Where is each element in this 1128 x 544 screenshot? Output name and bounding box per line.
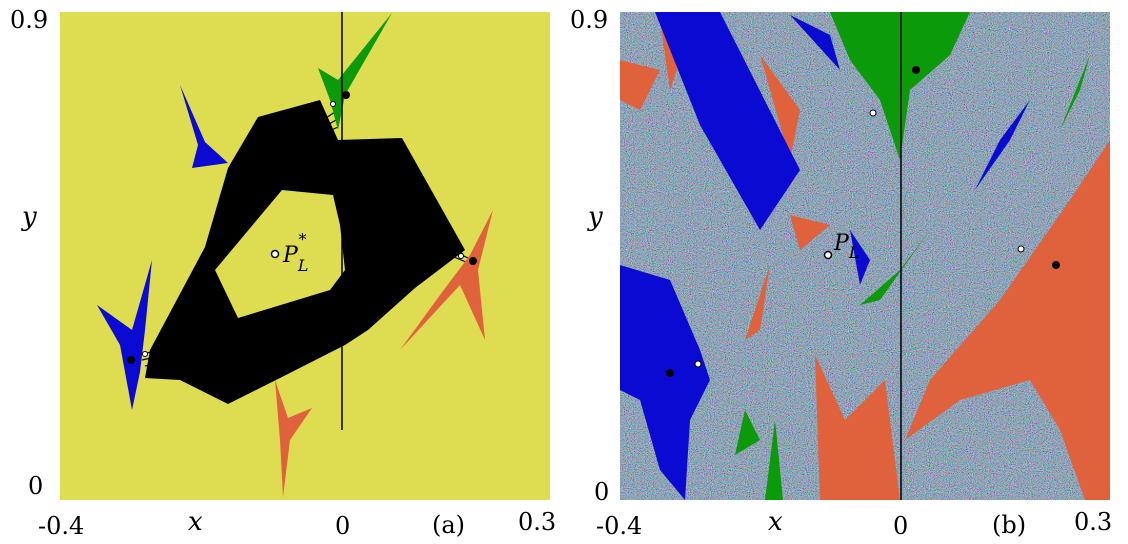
panel-b-red-region-bottom	[815, 355, 900, 500]
panel-b-blue-region-top	[655, 12, 800, 230]
panel-b-xlabel: x	[768, 507, 783, 537]
panel-a-green-spike	[318, 13, 392, 130]
panel-b-label: (b)	[992, 511, 1026, 539]
panel-a-saddle-point-2	[458, 253, 464, 259]
panel-b-saddle-point-1	[869, 109, 877, 117]
panel-a-y-tick-bottom: 0	[28, 472, 43, 500]
panel-b-fixed-point-red	[1052, 261, 1060, 269]
panel-a-fixed-point-blue	[127, 356, 135, 364]
panel-b-green-region-top	[830, 12, 970, 160]
panel-b-red-spike-2	[760, 55, 800, 160]
panel-b-saddle-point-2	[1017, 245, 1025, 253]
panel-b-point-pl	[823, 250, 833, 260]
panel-a-saddle-point-1	[330, 101, 336, 107]
panel-a-x-tick-right: 0.3	[518, 508, 556, 536]
panel-a-background	[60, 12, 550, 500]
panel-b-red-spike-3	[745, 265, 770, 340]
panel-b-blue-region-left	[620, 265, 710, 500]
panel-a-xlabel: x	[188, 507, 203, 537]
panel-b-saddle-point-3	[694, 360, 702, 368]
panel-b-fixed-point-green	[912, 66, 920, 74]
panel-a-saddle-point-3	[142, 351, 148, 357]
panel-b-red-region-topleft	[620, 60, 660, 110]
panel-b-red-spike-4	[790, 215, 830, 250]
panel-a-point-pl	[270, 249, 280, 259]
panel-a-label: (a)	[432, 511, 465, 539]
panel-a-fixed-point-red	[469, 257, 477, 265]
panel-b-point-pl-label: PL	[833, 231, 859, 262]
panel-b-y-tick-top: 0.9	[570, 6, 608, 34]
panel-a-x-tick-left: -0.4	[38, 512, 84, 540]
panel-a-blue-spike-lower	[97, 260, 152, 410]
panel-a-red-spike-bottom	[275, 380, 312, 497]
panel-b-red-region-right	[905, 140, 1110, 500]
panel-b-x-tick-left: -0.4	[596, 512, 642, 540]
panel-b-blue-spike-1	[975, 100, 1030, 190]
panel-b-blue-spike-2	[790, 15, 840, 70]
panel-b-green-spike-5	[765, 420, 783, 500]
panel-a-y-tick-top: 0.9	[10, 6, 48, 34]
panel-b-ylabel: y	[587, 202, 603, 232]
panel-b-x-tick-right: 0.3	[1074, 508, 1112, 536]
panel-b-y-tick-bottom: 0	[594, 478, 609, 506]
panel-b-fixed-point-blue	[666, 369, 674, 377]
panel-a-red-spike-right	[400, 210, 493, 350]
panel-b-x-tick-mid: 0	[893, 512, 908, 540]
panel-b-red-spike-1	[660, 20, 680, 90]
panel-b-blue-spike-3	[850, 230, 870, 285]
panel-b-green-spike-1	[1060, 55, 1090, 130]
panel-a-ylabel: y	[21, 202, 37, 232]
panel-a-blue-spike-upper	[180, 85, 228, 168]
panel-a-fixed-point-green	[342, 91, 350, 99]
panel-a: PL* 0.9 0 y -0.4 x 0 (a) 0.3	[10, 6, 556, 540]
panel-a-point-pl-label: PL*	[282, 230, 308, 275]
panel-a-x-tick-mid: 0	[335, 512, 350, 540]
panel-a-black-region	[145, 100, 465, 404]
panel-b-green-spike-4	[735, 410, 760, 455]
panel-b: PL 0.9 0 y -0.4 x 0 (b) 0.3	[570, 6, 1112, 540]
